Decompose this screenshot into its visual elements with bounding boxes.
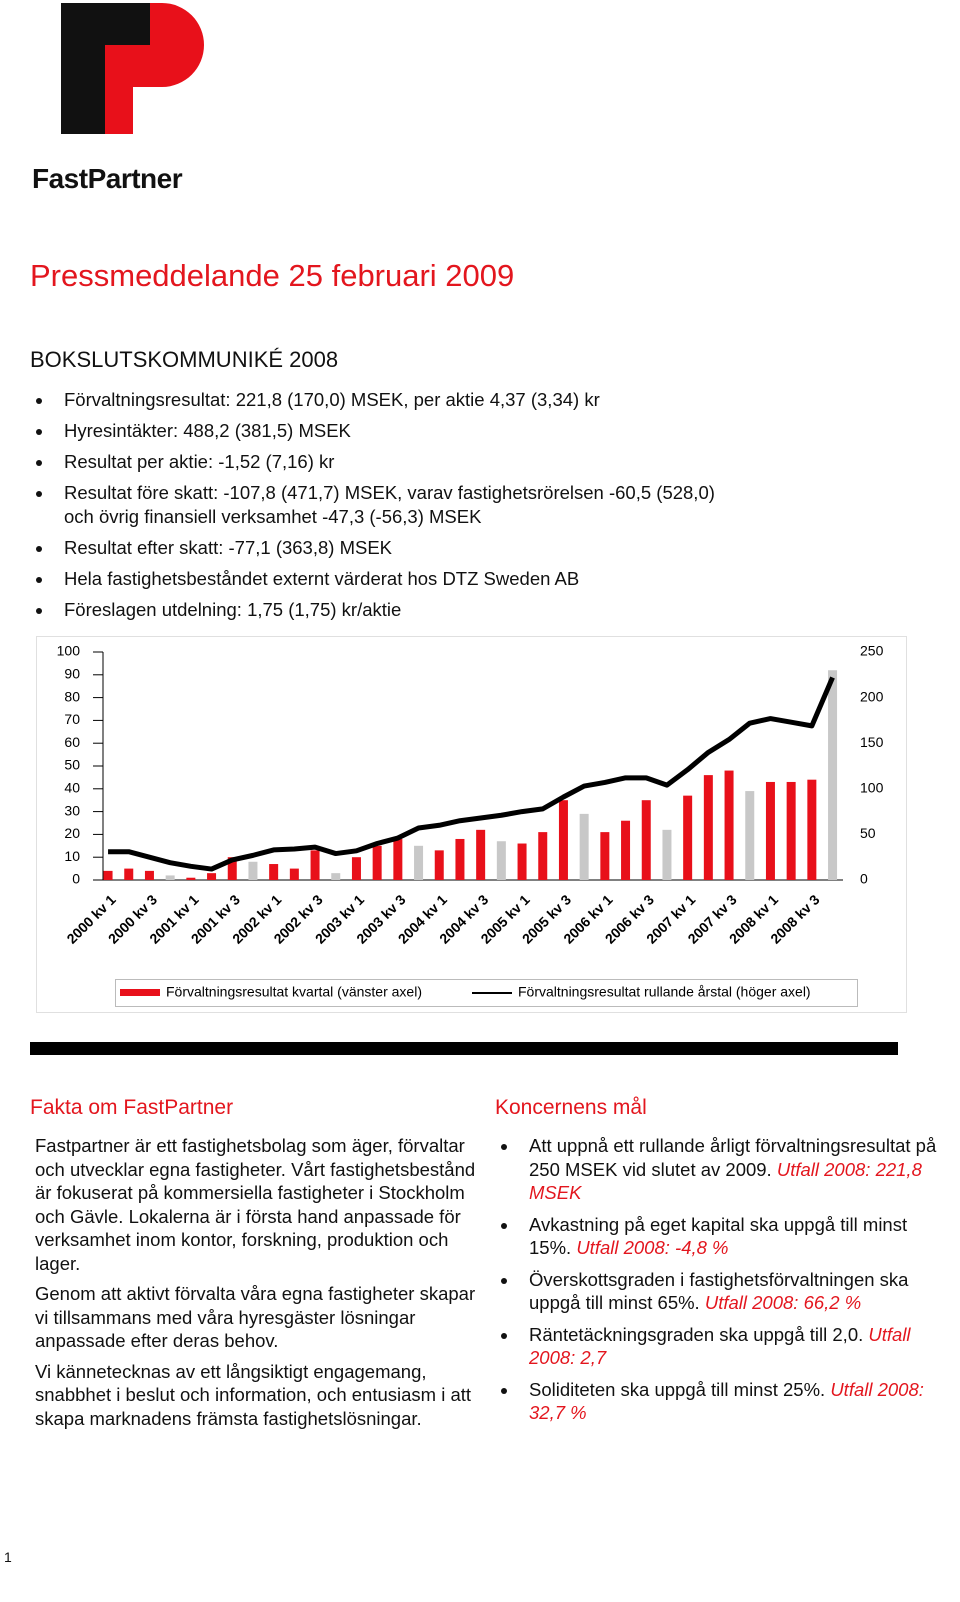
bullet: Hela fastighetsbeståndet externt värdera… xyxy=(30,567,730,591)
bar xyxy=(496,841,506,880)
bar xyxy=(662,829,672,880)
bullet: Föreslagen utdelning: 1,75 (1,75) kr/akt… xyxy=(30,598,730,622)
bar xyxy=(724,770,734,880)
bar xyxy=(538,832,548,880)
goal: Överskottsgraden i fastighetsförvaltning… xyxy=(495,1268,945,1315)
y-tick-label: 70 xyxy=(64,711,80,727)
legend-label: Förvaltningsresultat kvartal (vänster ax… xyxy=(166,984,422,1000)
bar xyxy=(331,873,341,880)
bar xyxy=(227,857,237,880)
bar xyxy=(372,845,382,880)
goal-text: Räntetäckningsgraden ska uppgå till 2,0. xyxy=(529,1323,864,1345)
section-heading: Fakta om FastPartner xyxy=(30,1096,234,1119)
bar xyxy=(103,870,113,880)
bar xyxy=(310,850,320,880)
legend-swatch xyxy=(120,989,160,996)
goal: Att uppnå ett rullande årligt förvaltnin… xyxy=(495,1134,945,1205)
logo-text: FastPartner xyxy=(32,163,183,194)
bullet-list: Förvaltningsresultat: 221,8 (170,0) MSEK… xyxy=(30,388,730,629)
bar xyxy=(600,832,610,880)
bar xyxy=(124,868,134,880)
goal: Räntetäckningsgraden ska uppgå till 2,0.… xyxy=(495,1323,945,1370)
chart: 0102030405060708090100050100150200250200… xyxy=(36,636,907,1013)
y-tick-label: 100 xyxy=(57,643,81,659)
bar xyxy=(144,870,154,880)
y-tick-label: 90 xyxy=(64,666,80,682)
y2-tick-label: 100 xyxy=(860,780,884,796)
bullet: Resultat före skatt: -107,8 (471,7) MSEK… xyxy=(30,481,730,529)
y-tick-label: 30 xyxy=(64,802,80,818)
paragraph: Genom att aktivt förvalta våra egna fast… xyxy=(35,1283,476,1351)
bar xyxy=(786,781,796,880)
bar xyxy=(186,877,196,880)
bar xyxy=(828,670,838,880)
goal-text: Att uppnå ett rullande årligt förvaltnin… xyxy=(529,1135,937,1180)
line xyxy=(108,676,835,872)
y2-tick-label: 250 xyxy=(860,643,884,659)
bullet: Resultat per aktie: -1,52 (7,16) kr xyxy=(30,450,730,474)
section-heading: Koncernens mål xyxy=(495,1096,647,1119)
legend-label: Förvaltningsresultat rullande årstal (hö… xyxy=(518,984,811,1000)
y-tick-label: 60 xyxy=(64,734,80,750)
bar xyxy=(269,864,279,880)
y-tick-label: 80 xyxy=(64,688,80,704)
paragraph: Vi kännetecknas av ett långsiktigt engag… xyxy=(35,1360,472,1429)
bar xyxy=(248,861,258,880)
bar xyxy=(641,800,651,880)
bar xyxy=(683,795,693,880)
bullet: Resultat efter skatt: -77,1 (363,8) MSEK xyxy=(30,536,730,560)
bar xyxy=(558,800,568,880)
bar xyxy=(621,820,631,880)
chart-frame xyxy=(36,636,907,1013)
goal: Avkastning på eget kapital ska uppgå til… xyxy=(495,1213,945,1260)
goal-list: Att uppnå ett rullande årligt förvaltnin… xyxy=(495,1134,945,1433)
bar xyxy=(807,779,817,880)
y2-tick-label: 0 xyxy=(860,871,868,887)
goal-text: Överskottsgraden i fastighetsförvaltning… xyxy=(529,1268,909,1314)
subtitle: BOKSLUTSKOMMUNIKÉ 2008 xyxy=(30,347,339,372)
y-tick-label: 40 xyxy=(64,780,80,796)
y-tick-label: 10 xyxy=(64,848,80,864)
y-tick-label: 50 xyxy=(64,757,80,773)
y2-tick-label: 150 xyxy=(860,734,884,750)
goal-text: Soliditeten ska uppgå till minst 25%. xyxy=(529,1378,826,1400)
bar xyxy=(579,813,589,880)
goal: Soliditeten ska uppgå till minst 25%. Ut… xyxy=(495,1378,945,1425)
bar xyxy=(351,857,361,880)
y2-tick-label: 50 xyxy=(860,825,876,841)
bar xyxy=(434,850,444,880)
goal-result: Utfall 2008: 32,7 % xyxy=(529,1378,924,1424)
bar xyxy=(455,838,465,880)
bar xyxy=(207,873,217,880)
page-number: 1 xyxy=(4,1549,12,1565)
goal-result: Utfall 2008: 2,7 xyxy=(529,1323,911,1369)
divider xyxy=(30,1042,898,1055)
bar xyxy=(765,781,775,880)
goal-result: Utfall 2008: -4,8 % xyxy=(576,1237,729,1258)
bar xyxy=(393,838,403,880)
y-tick-label: 20 xyxy=(64,825,80,841)
bar xyxy=(476,829,486,880)
bar xyxy=(289,868,299,880)
bullet: Förvaltningsresultat: 221,8 (170,0) MSEK… xyxy=(30,388,730,412)
logo-mark xyxy=(61,3,204,134)
facts-text: Fastpartner är ett fastighetsbolag som ä… xyxy=(35,1134,480,1437)
bar xyxy=(414,845,424,880)
y-tick-label: 0 xyxy=(72,871,80,887)
bar xyxy=(517,843,527,880)
bar xyxy=(165,875,175,880)
goal-result: Utfall 2008: 66,2 % xyxy=(704,1292,862,1313)
bar xyxy=(703,775,713,880)
y2-tick-label: 200 xyxy=(860,688,884,704)
paragraph: Fastpartner är ett fastighetsbolag som ä… xyxy=(35,1135,476,1274)
title: Pressmeddelande 25 februari 2009 xyxy=(30,258,515,293)
goal-text: Avkastning på eget kapital ska uppgå til… xyxy=(529,1213,908,1259)
bullet: Hyresintäkter: 488,2 (381,5) MSEK xyxy=(30,419,730,443)
bar xyxy=(745,791,755,880)
goal-result: Utfall 2008: 221,8 MSEK xyxy=(529,1158,922,1204)
